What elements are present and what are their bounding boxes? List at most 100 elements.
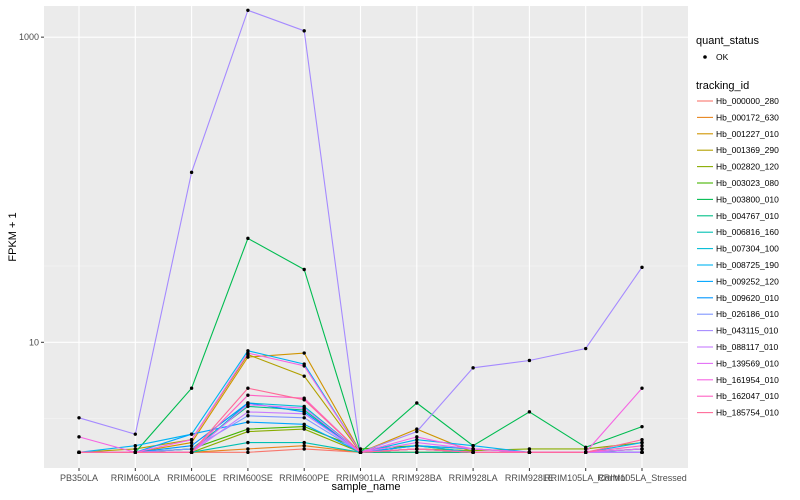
data-point	[415, 401, 419, 405]
data-point	[302, 29, 306, 33]
x-axis: PB350LA RRIM600LA RRIM600LE RRIM600SE RRIM60…	[60, 468, 687, 483]
tracking-legend-label: Hb_007304_100	[716, 244, 779, 254]
data-point	[302, 351, 306, 355]
data-point	[358, 447, 363, 451]
data-point	[189, 444, 194, 448]
data-point	[584, 450, 588, 455]
data-point	[302, 374, 306, 378]
data-point	[246, 402, 250, 407]
data-point	[471, 366, 475, 370]
data-point	[246, 429, 250, 434]
data-point	[527, 450, 532, 455]
tracking-legend-label: Hb_009620_010	[716, 293, 779, 303]
data-point	[302, 267, 306, 272]
data-point	[246, 450, 250, 455]
tracking-legend-label: Hb_139569_010	[716, 358, 779, 368]
data-point	[415, 444, 419, 448]
tracking-legend-label: Hb_162047_010	[716, 391, 779, 401]
data-point	[302, 422, 306, 427]
data-point	[527, 358, 532, 363]
data-point	[77, 435, 81, 439]
data-point	[302, 440, 306, 445]
x-tick-label: RRIM600LA	[111, 473, 160, 483]
data-point	[302, 424, 306, 429]
tracking-legend-label: Hb_002820_120	[716, 162, 779, 172]
tracking-legend-label: Hb_185754_010	[716, 408, 779, 418]
data-point	[189, 437, 194, 442]
data-point	[415, 450, 419, 455]
y-axis: 10 1000	[19, 32, 44, 347]
x-tick-label: PB350LA	[60, 473, 98, 483]
data-point	[189, 386, 194, 390]
data-point	[246, 236, 250, 241]
data-point	[302, 412, 306, 416]
data-point	[640, 450, 644, 455]
data-point	[189, 450, 194, 455]
data-point	[471, 450, 475, 455]
data-point	[246, 420, 250, 424]
tracking-legend-label: Hb_088117_010	[716, 342, 779, 352]
data-point	[133, 444, 137, 448]
data-point	[77, 416, 81, 420]
quant-legend-label: OK	[716, 52, 729, 62]
data-point	[471, 447, 475, 451]
x-tick-label: RRIM105LA_Stressed	[597, 473, 687, 483]
data-point	[133, 450, 137, 455]
series-points	[77, 8, 644, 455]
data-point	[302, 447, 306, 451]
quant-legend-key	[703, 55, 707, 59]
tracking-legend-label: Hb_000000_280	[716, 96, 779, 106]
data-point	[302, 406, 306, 410]
data-point	[302, 416, 306, 420]
data-point	[246, 410, 250, 414]
x-tick-label: RRIM928BA	[392, 473, 442, 483]
tracking-legend-label: Hb_009252_120	[716, 276, 779, 286]
data-point	[302, 398, 306, 402]
data-point	[527, 447, 532, 451]
data-point	[246, 393, 250, 397]
data-point	[246, 427, 250, 431]
data-point	[640, 447, 644, 451]
y-tick-label: 10	[29, 337, 39, 347]
tracking-legend-label: Hb_001369_290	[716, 145, 779, 155]
data-point	[640, 437, 644, 442]
data-point	[133, 432, 137, 436]
data-point	[584, 346, 588, 351]
quant-legend-title: quant_status	[696, 35, 759, 47]
data-point	[189, 432, 194, 436]
data-point	[246, 8, 250, 12]
data-point	[415, 435, 419, 439]
data-point	[358, 450, 363, 455]
panel-background	[44, 6, 688, 468]
data-point	[415, 429, 419, 434]
grid-lines	[44, 6, 688, 468]
data-point	[640, 440, 644, 445]
y-axis-title: FPKM + 1	[7, 212, 19, 261]
tracking-legend-label: Hb_001227_010	[716, 129, 779, 139]
data-point	[640, 386, 644, 390]
y-tick-label: 1000	[19, 32, 39, 42]
tracking-legend-label: Hb_003800_010	[716, 194, 779, 204]
x-tick-label: RRIM928LA	[449, 473, 498, 483]
data-point	[246, 386, 250, 390]
data-point	[584, 445, 588, 450]
data-point	[246, 351, 250, 355]
data-point	[640, 444, 644, 448]
data-point	[246, 414, 250, 418]
data-point	[133, 447, 137, 451]
legend: quant_status OK tracking_id Hb_000000_28…	[696, 35, 779, 418]
x-tick-label: RRIM105LA_Control	[544, 473, 627, 483]
tracking-legend-label: Hb_008725_190	[716, 260, 779, 270]
tracking-legend-label: Hb_000172_630	[716, 112, 779, 122]
data-point	[302, 427, 306, 431]
tracking-legend-label: Hb_006816_160	[716, 227, 779, 237]
x-axis-title: sample_name	[331, 481, 400, 493]
data-point	[77, 450, 81, 455]
data-point	[189, 170, 194, 175]
data-point	[415, 440, 419, 445]
data-point	[189, 447, 194, 451]
x-tick-label: RRIM600LE	[167, 473, 216, 483]
x-tick-label: RRIM901LA	[336, 473, 385, 483]
tracking-legend-label: Hb_043115_010	[716, 326, 779, 336]
